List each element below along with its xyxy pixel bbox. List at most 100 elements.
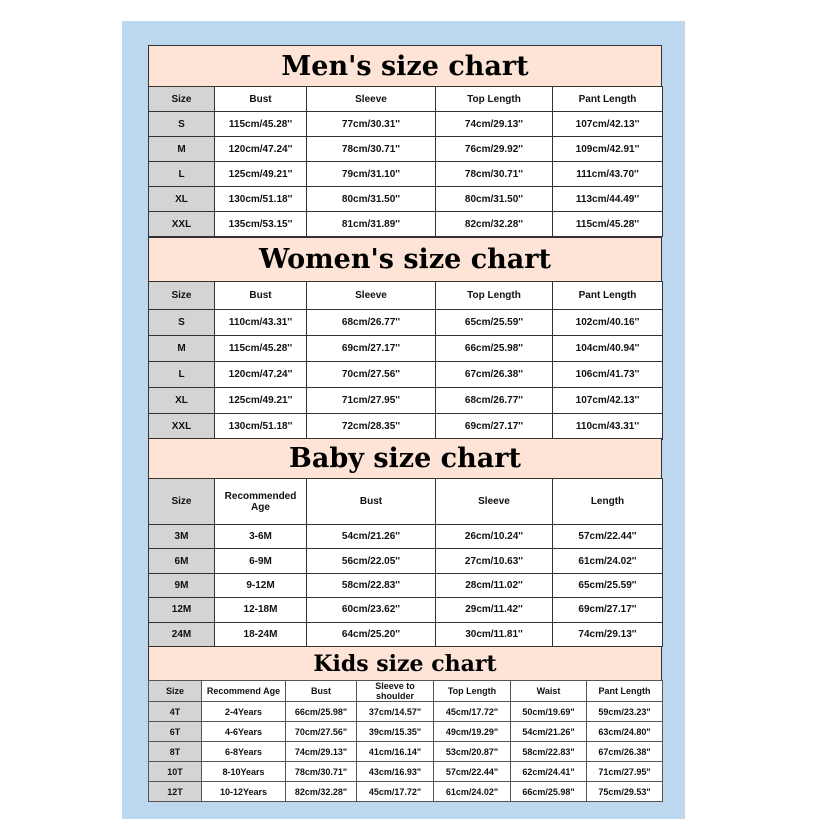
measurement-cell: 9-12M (214, 572, 307, 599)
table-row: XXL 135cm/53.15'' 81cm/31.89'' 82cm/32.28''… (148, 211, 663, 237)
table-row: M 115cm/45.28'' 69cm/27.17'' 66cm/25.98'' 10… (148, 335, 663, 362)
column-header: Bust (306, 478, 436, 525)
baby-chart-title: Baby size chart (148, 438, 662, 478)
men-size-table: Size Bust Sleeve Top Length Pant Length S 115c… (148, 86, 663, 237)
measurement-cell: 43cm/16.93" (356, 761, 434, 782)
size-cell: XXL (148, 211, 215, 237)
size-cell: 4T (148, 701, 202, 722)
measurement-cell: 107cm/42.13'' (552, 387, 663, 414)
measurement-cell: 76cm/29.92'' (435, 136, 553, 162)
kids-size-table: Size Recommend Age Bust Sleeve to shoulder T… (148, 680, 663, 802)
column-header: Recommended Age (214, 478, 307, 525)
measurement-cell: 64cm/25.20'' (306, 621, 436, 647)
women-size-chart: Women's size chart Size Bust Sleeve Top Leng… (148, 237, 663, 440)
size-cell: 24M (148, 621, 215, 647)
column-header: Size (148, 680, 202, 702)
size-cell: 3M (148, 523, 215, 550)
measurement-cell: 6-9M (214, 548, 307, 574)
measurement-cell: 28cm/11.02'' (435, 572, 553, 599)
table-row: 12M 12-18M 60cm/23.62'' 29cm/11.42'' 69cm/27… (148, 597, 663, 623)
column-header: Bust (214, 86, 307, 112)
baby-size-chart: Baby size chart Size Recommended Age Bust Sl… (148, 438, 663, 647)
baby-size-table: Size Recommended Age Bust Sleeve Length 3M 3-6… (148, 478, 663, 647)
women-chart-title: Women's size chart (148, 237, 662, 281)
measurement-cell: 61cm/24.02'' (552, 548, 663, 574)
measurement-cell: 71cm/27.95'' (306, 387, 436, 414)
table-row: M 120cm/47.24'' 78cm/30.71'' 76cm/29.92'' 10… (148, 136, 663, 162)
measurement-cell: 107cm/42.13'' (552, 111, 663, 137)
measurement-cell: 82cm/32.28" (285, 781, 357, 802)
measurement-cell: 45cm/17.72" (433, 701, 511, 722)
measurement-cell: 120cm/47.24'' (214, 136, 307, 162)
column-header: Length (552, 478, 663, 525)
measurement-cell: 69cm/27.17'' (435, 413, 553, 440)
measurement-cell: 2-4Years (201, 701, 286, 722)
table-row: XL 125cm/49.21'' 71cm/27.95'' 68cm/26.77'' 1… (148, 387, 663, 414)
column-header: Sleeve to shoulder (356, 680, 434, 702)
table-row: 24M 18-24M 64cm/25.20'' 30cm/11.81'' 74cm/29… (148, 621, 663, 647)
measurement-cell: 45cm/17.72" (356, 781, 434, 802)
measurement-cell: 115cm/45.28'' (214, 111, 307, 137)
measurement-cell: 74cm/29.13'' (552, 621, 663, 647)
measurement-cell: 135cm/53.15'' (214, 211, 307, 237)
measurement-cell: 4-6Years (201, 721, 286, 742)
measurement-cell: 18-24M (214, 621, 307, 647)
measurement-cell: 62cm/24.41" (510, 761, 587, 782)
kids-chart-title: Kids size chart (148, 646, 662, 680)
measurement-cell: 80cm/31.50'' (435, 186, 553, 212)
column-header: Size (148, 281, 215, 310)
measurement-cell: 72cm/28.35'' (306, 413, 436, 440)
table-row: 6T 4-6Years 70cm/27.56" 39cm/15.35" 49cm/19.… (148, 721, 663, 742)
measurement-cell: 63cm/24.80" (586, 721, 663, 742)
column-header: Size (148, 86, 215, 112)
table-row: 4T 2-4Years 66cm/25.98" 37cm/14.57" 45cm/17.… (148, 701, 663, 722)
measurement-cell: 130cm/51.18'' (214, 186, 307, 212)
measurement-cell: 10-12Years (201, 781, 286, 802)
measurement-cell: 81cm/31.89'' (306, 211, 436, 237)
table-row: XXL 130cm/51.18'' 72cm/28.35'' 69cm/27.17''… (148, 413, 663, 440)
size-cell: 6M (148, 548, 215, 574)
measurement-cell: 110cm/43.31'' (552, 413, 663, 440)
measurement-cell: 111cm/43.70'' (552, 161, 663, 187)
column-header: Bust (285, 680, 357, 702)
measurement-cell: 26cm/10.24'' (435, 523, 553, 550)
measurement-cell: 78cm/30.71" (285, 761, 357, 782)
measurement-cell: 70cm/27.56" (285, 721, 357, 742)
size-cell: 6T (148, 721, 202, 742)
table-row: 6M 6-9M 56cm/22.05'' 27cm/10.63'' 61cm/24.02… (148, 548, 663, 574)
measurement-cell: 12-18M (214, 597, 307, 623)
measurement-cell: 29cm/11.42'' (435, 597, 553, 623)
header-row: Size Bust Sleeve Top Length Pant Length (148, 86, 663, 112)
measurement-cell: 66cm/25.98" (285, 701, 357, 722)
size-cell: 12T (148, 781, 202, 802)
measurement-cell: 50cm/19.69" (510, 701, 587, 722)
measurement-cell: 65cm/25.59'' (552, 572, 663, 599)
table-row: L 120cm/47.24'' 70cm/27.56'' 67cm/26.38'' 10… (148, 361, 663, 388)
measurement-cell: 66cm/25.98" (510, 781, 587, 802)
measurement-cell: 58cm/22.83'' (306, 572, 436, 599)
measurement-cell: 68cm/26.77'' (306, 309, 436, 336)
measurement-cell: 115cm/45.28'' (552, 211, 663, 237)
measurement-cell: 54cm/21.26" (510, 721, 587, 742)
measurement-cell: 8-10Years (201, 761, 286, 782)
header-row: Size Bust Sleeve Top Length Pant Length (148, 281, 663, 310)
measurement-cell: 74cm/29.13'' (435, 111, 553, 137)
size-cell: 8T (148, 741, 202, 762)
table-row: 8T 6-8Years 74cm/29.13" 41cm/16.14" 53cm/20.… (148, 741, 663, 762)
column-header: Recommend Age (201, 680, 286, 702)
column-header: Bust (214, 281, 307, 310)
measurement-cell: 56cm/22.05'' (306, 548, 436, 574)
measurement-cell: 39cm/15.35" (356, 721, 434, 742)
measurement-cell: 69cm/27.17'' (552, 597, 663, 623)
table-row: XL 130cm/51.18'' 80cm/31.50'' 80cm/31.50'' 1… (148, 186, 663, 212)
men-size-chart: Men's size chart Size Bust Sleeve Top Length… (148, 45, 663, 237)
measurement-cell: 80cm/31.50'' (306, 186, 436, 212)
table-row: 12T 10-12Years 82cm/32.28" 45cm/17.72" 61cm/… (148, 781, 663, 802)
size-cell: 12M (148, 597, 215, 623)
measurement-cell: 109cm/42.91'' (552, 136, 663, 162)
measurement-cell: 106cm/41.73'' (552, 361, 663, 388)
measurement-cell: 30cm/11.81'' (435, 621, 553, 647)
measurement-cell: 41cm/16.14" (356, 741, 434, 762)
measurement-cell: 102cm/40.16'' (552, 309, 663, 336)
measurement-cell: 65cm/25.59'' (435, 309, 553, 336)
